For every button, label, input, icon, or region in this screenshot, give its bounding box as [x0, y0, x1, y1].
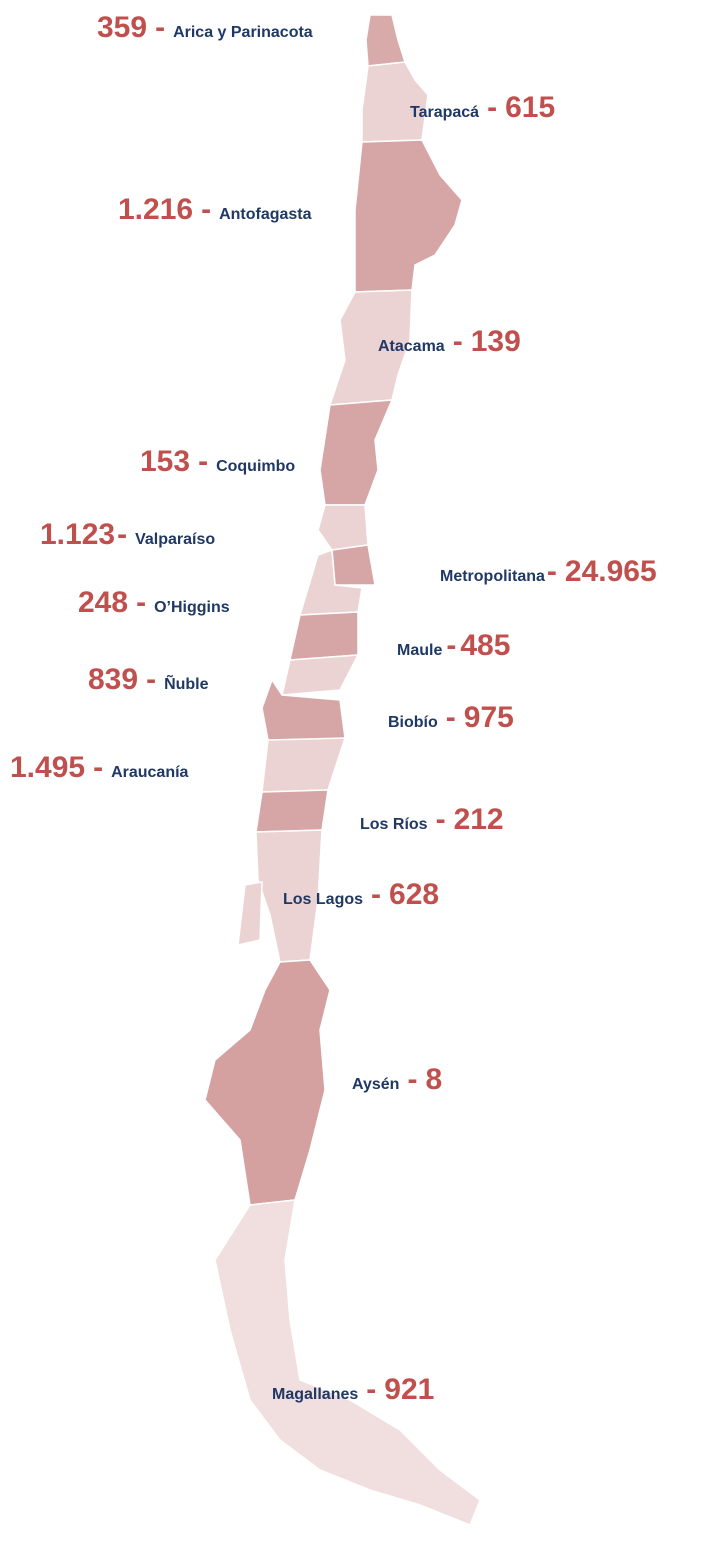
chiloe-shape — [237, 881, 263, 946]
region-label: 359- Arica y Parinacota — [97, 11, 313, 45]
region-label: Biobío -975 — [388, 701, 514, 735]
region-label: 1.123- Valparaíso — [40, 518, 215, 552]
region-name: O’Higgins — [154, 599, 230, 616]
region-shape — [317, 504, 369, 551]
region-shape — [331, 544, 376, 586]
region-label: Aysén -8 — [352, 1063, 442, 1097]
region-name: Coquimbo — [216, 458, 296, 475]
separator: - — [155, 11, 166, 44]
region-label: Atacama -139 — [378, 325, 521, 359]
region-name: Maule — [397, 642, 443, 659]
region-shape — [261, 737, 347, 793]
separator: - — [435, 803, 446, 836]
separator: - — [452, 325, 463, 358]
region-value: 248 — [78, 586, 129, 619]
region-value: 24.965 — [564, 555, 657, 588]
region-shape — [319, 399, 394, 506]
separator: - — [445, 701, 456, 734]
separator: - — [371, 878, 382, 911]
region-value: 359 — [97, 11, 148, 44]
separator: - — [546, 555, 557, 588]
region-value: 1.495 — [10, 751, 86, 784]
region-name: Los Lagos — [283, 891, 364, 908]
regions-shapes — [204, 14, 481, 1526]
region-value: 8 — [425, 1063, 443, 1096]
region-shape — [255, 789, 329, 833]
separator: - — [136, 586, 147, 619]
region-name: Antofagasta — [219, 206, 312, 223]
region-label: 153- Coquimbo — [140, 445, 295, 479]
region-name: Metropolitana — [440, 568, 545, 585]
region-name: Magallanes — [272, 1386, 359, 1403]
region-name: Arica y Parinacota — [173, 24, 313, 41]
region-value: 839 — [88, 663, 139, 696]
separator: - — [446, 629, 457, 662]
region-label: Maule -485 — [397, 629, 510, 663]
separator: - — [407, 1063, 418, 1096]
region-label: 839- Ñuble — [88, 663, 209, 697]
region-value: 975 — [463, 701, 514, 734]
region-label: Magallanes -921 — [272, 1373, 434, 1407]
region-name: Araucanía — [111, 764, 189, 781]
region-name: Biobío — [388, 714, 438, 731]
separator: - — [198, 445, 209, 478]
region-shape — [289, 611, 359, 661]
separator: - — [93, 751, 104, 784]
region-shape — [281, 654, 360, 696]
region-value: 1.123 — [40, 518, 116, 551]
region-name: Aysén — [352, 1076, 400, 1093]
region-shape — [354, 139, 463, 293]
region-label: 248- O’Higgins — [78, 586, 230, 620]
separator: - — [366, 1373, 377, 1406]
region-value: 212 — [453, 803, 504, 836]
region-value: 485 — [460, 629, 511, 662]
region-label: 1.216- Antofagasta — [118, 193, 312, 227]
region-label: Los Lagos -628 — [283, 878, 439, 912]
region-name: Atacama — [378, 338, 445, 355]
region-label: Tarapacá -615 — [410, 91, 555, 125]
separator: - — [487, 91, 498, 124]
region-value: 1.216 — [118, 193, 194, 226]
region-name: Los Ríos — [360, 816, 428, 833]
separator: - — [201, 193, 212, 226]
separator: - — [146, 663, 157, 696]
region-value: 628 — [389, 878, 440, 911]
region-label: Los Ríos -212 — [360, 803, 504, 837]
region-value: 615 — [505, 91, 556, 124]
region-name: Ñuble — [164, 676, 209, 693]
region-name: Tarapacá — [410, 104, 480, 121]
region-shape — [204, 959, 331, 1206]
region-name: Valparaíso — [135, 531, 216, 548]
region-shape — [214, 1199, 481, 1526]
region-value: 921 — [384, 1373, 435, 1406]
region-label: Metropolitana -24.965 — [440, 555, 657, 589]
region-label: 1.495- Araucanía — [10, 751, 188, 785]
region-shape — [361, 61, 429, 143]
region-value: 139 — [470, 325, 521, 358]
region-value: 153 — [140, 445, 191, 478]
region-shape — [365, 14, 406, 67]
separator: - — [117, 518, 128, 551]
